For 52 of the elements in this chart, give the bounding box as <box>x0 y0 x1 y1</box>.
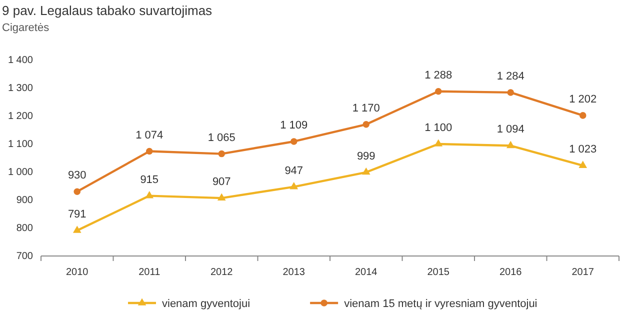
x-tick-label: 2012 <box>210 267 234 278</box>
data-label: 1 023 <box>569 144 597 156</box>
y-tick-label: 800 <box>16 223 34 234</box>
y-axis-title: Cigaretės <box>2 22 50 34</box>
point <box>218 150 226 158</box>
legend-label: vienam gyventojui <box>162 298 250 310</box>
data-label: 1 288 <box>424 69 452 82</box>
data-label: 947 <box>284 164 304 177</box>
data-label: 1 170 <box>352 102 380 114</box>
chart-title: 9 pav. Legalaus tabako suvartojimas <box>2 3 213 18</box>
x-tick-label: 2015 <box>427 267 450 278</box>
point <box>72 226 82 233</box>
point <box>146 148 153 155</box>
legend-label: vienam 15 metų ir vyresniam gyventojui <box>344 298 538 310</box>
point <box>145 190 154 198</box>
data-label: 915 <box>140 174 159 186</box>
point <box>578 160 588 168</box>
data-label: 999 <box>356 150 376 162</box>
data-label: 1 109 <box>280 119 308 132</box>
data-label: 791 <box>68 208 86 221</box>
point <box>434 139 443 146</box>
x-tick-label: 2014 <box>355 267 378 278</box>
data-label: 907 <box>212 176 231 188</box>
data-label: 1 202 <box>569 93 597 106</box>
y-tick-label: 1 100 <box>8 139 34 150</box>
x-tick-label: 2010 <box>66 267 89 278</box>
y-tick-label: 1 300 <box>8 83 34 94</box>
y-tick-label: 1 400 <box>8 55 34 66</box>
point <box>579 112 586 119</box>
data-label: 930 <box>68 170 86 182</box>
y-tick-label: 1 000 <box>8 167 34 178</box>
y-tick-label: 1 200 <box>8 111 34 122</box>
point <box>362 121 370 128</box>
data-label: 1 094 <box>496 124 524 136</box>
point <box>507 89 514 96</box>
point <box>74 188 81 195</box>
y-tick-label: 700 <box>16 251 34 262</box>
x-tick-label: 2016 <box>500 267 522 278</box>
point <box>290 138 298 145</box>
data-label: 1 065 <box>208 132 236 144</box>
x-tick-label: 2017 <box>572 267 594 278</box>
point <box>506 140 515 148</box>
point <box>290 182 298 190</box>
y-tick-label: 900 <box>16 195 34 206</box>
data-label: 1 284 <box>496 70 524 82</box>
point <box>362 167 370 175</box>
x-tick-label: 2011 <box>138 267 161 278</box>
data-label: 1 074 <box>136 129 164 142</box>
point <box>217 193 226 200</box>
point <box>434 88 442 95</box>
x-tick-label: 2013 <box>282 267 306 278</box>
data-label: 1 100 <box>424 122 452 134</box>
